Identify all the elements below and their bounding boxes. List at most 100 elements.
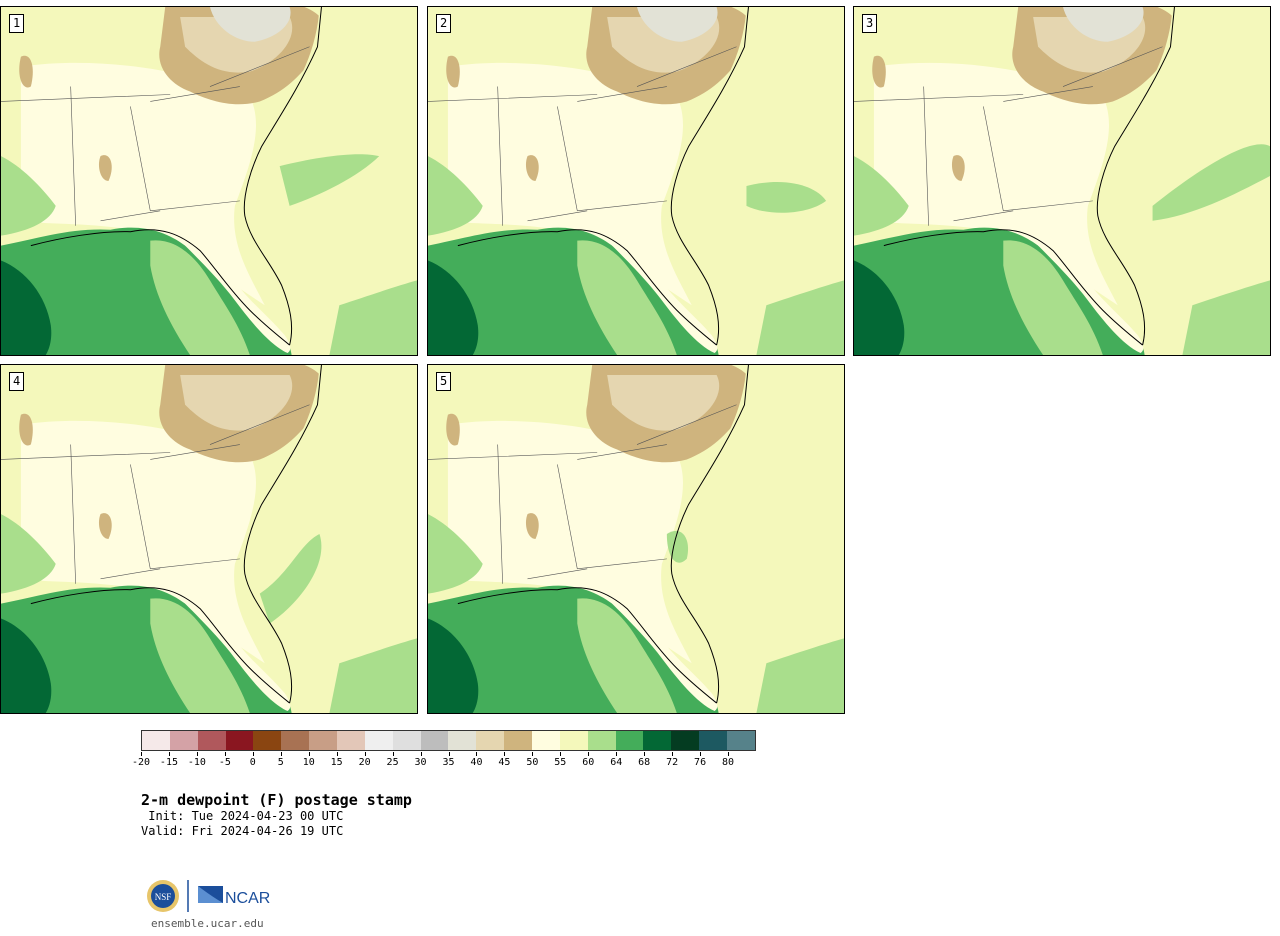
map-panel-3: 3 xyxy=(853,6,1271,356)
panel-number-label: 2 xyxy=(436,14,452,33)
dry-spot xyxy=(98,155,112,181)
gulf-deep-moist-region xyxy=(428,260,479,355)
cream-dewpoint-region xyxy=(447,420,692,664)
ncar-logo-text: NCAR xyxy=(225,890,270,907)
colorbar-tick-label: 25 xyxy=(386,757,399,768)
colorbar-tick xyxy=(196,752,198,756)
moist-green-region xyxy=(1,156,56,236)
atlantic-region xyxy=(666,365,844,713)
colorbar-tick xyxy=(168,752,170,756)
atlantic-moist-region xyxy=(259,534,322,624)
coastline xyxy=(883,7,1175,346)
colorbar-cell xyxy=(253,731,282,750)
colorbar-tick xyxy=(448,752,450,756)
moist-green-region xyxy=(1,514,56,594)
coastline xyxy=(457,7,749,346)
dewpoint-map xyxy=(854,7,1270,355)
map-panel-2: 2 xyxy=(427,6,845,356)
gulf-deep-moist-region xyxy=(1,260,52,355)
nsf-logo-text: NSF xyxy=(155,892,172,902)
dry-spot xyxy=(872,55,886,88)
state-borders xyxy=(1,46,310,226)
atlantic-moist-south xyxy=(1182,280,1270,355)
colorbar-tick xyxy=(420,752,422,756)
colorbar-tick-label: 80 xyxy=(722,757,735,768)
colorbar-tick-label: 10 xyxy=(302,757,315,768)
dry-spot xyxy=(19,55,33,88)
state-borders xyxy=(428,404,737,584)
colorbar-tick-label: 30 xyxy=(414,757,427,768)
colorbar-tick xyxy=(280,752,282,756)
website-url: ensemble.ucar.edu xyxy=(151,917,264,930)
colorbar xyxy=(141,730,756,751)
colorbar-cell xyxy=(337,731,365,750)
colorbar-tick-label: 20 xyxy=(358,757,371,768)
dry-spot xyxy=(525,513,539,539)
colorbar-cell xyxy=(699,731,728,750)
colorbar-tick-label: 72 xyxy=(666,757,679,768)
colorbar-tick xyxy=(504,752,506,756)
gulf-light-green-region xyxy=(150,240,250,355)
dry-spot xyxy=(951,155,965,181)
atlantic-moist-south xyxy=(329,638,417,713)
atlantic-moist-south xyxy=(756,638,844,713)
moist-green-region xyxy=(428,514,483,594)
colorbar-cell xyxy=(281,731,310,750)
panel-number-label: 1 xyxy=(9,14,25,33)
atlantic-region xyxy=(1092,7,1270,355)
colorbar-cell xyxy=(587,731,616,750)
panel-number-label: 3 xyxy=(862,14,878,33)
gulf-deep-moist-region xyxy=(428,618,479,713)
colorbar-tick xyxy=(672,752,674,756)
init-time: Init: Tue 2024-04-23 00 UTC xyxy=(141,809,344,823)
state-borders xyxy=(1,404,310,584)
cream-dewpoint-region xyxy=(447,62,692,306)
moist-green-region xyxy=(854,156,909,236)
colorbar-cell xyxy=(420,731,449,750)
gulf-light-green-region xyxy=(150,598,250,713)
gulf-deep-moist-region xyxy=(854,260,905,355)
colorbar-cell xyxy=(615,731,644,750)
gulf-light-green-region xyxy=(1003,240,1103,355)
colorbar-tick-label: 64 xyxy=(610,757,623,768)
dry-spot xyxy=(446,55,460,88)
atlantic-moist-south xyxy=(329,280,417,355)
atlantic-moist-south xyxy=(756,280,844,355)
colorbar-cell xyxy=(448,731,477,750)
moist-green-region xyxy=(428,156,483,236)
coastline xyxy=(30,7,322,346)
colorbar-tick xyxy=(308,752,310,756)
map-panel-5: 5 xyxy=(427,364,845,714)
colorbar-tick xyxy=(588,752,590,756)
dry-air-grey-region xyxy=(209,7,291,42)
colorbar-tick-label: 0 xyxy=(249,757,256,768)
colorbar-tick-label: -20 xyxy=(131,757,151,768)
colorbar-tick-label: 45 xyxy=(498,757,511,768)
colorbar-cell xyxy=(504,731,533,750)
colorbar-tick xyxy=(728,752,730,756)
colorbar-cell xyxy=(671,731,700,750)
colorbar-cell xyxy=(727,731,755,750)
colorbar-tick xyxy=(700,752,702,756)
dry-air-grey-region xyxy=(1062,7,1144,42)
state-borders xyxy=(428,46,737,226)
colorbar-tick-label: -10 xyxy=(187,757,206,768)
colorbar-tick xyxy=(392,752,394,756)
colorbar-cell xyxy=(225,731,254,750)
colorbar-tick-label: 60 xyxy=(582,757,595,768)
map-panel-1: 1 xyxy=(0,6,418,356)
colorbar-tick xyxy=(560,752,562,756)
colorbar-tick xyxy=(252,752,254,756)
cream-dewpoint-region xyxy=(873,62,1118,306)
dry-spot xyxy=(446,413,460,446)
colorbar-cell xyxy=(559,731,588,750)
atlantic-region xyxy=(666,7,844,355)
colorbar-tick xyxy=(141,752,142,756)
atlantic-region xyxy=(239,365,417,713)
colorbar-cell xyxy=(476,731,505,750)
colorbar-tick xyxy=(532,752,534,756)
map-panel-4: 4 xyxy=(0,364,418,714)
colorbar-tick xyxy=(644,752,646,756)
colorbar-tick xyxy=(224,752,226,756)
panel-number-label: 5 xyxy=(436,372,452,391)
